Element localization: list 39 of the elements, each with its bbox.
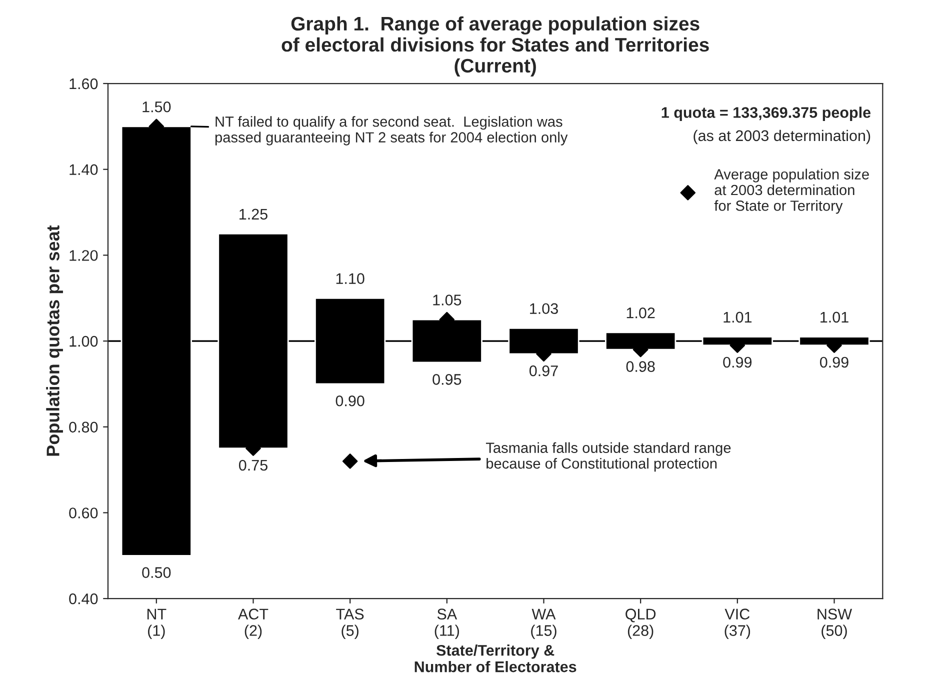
x-tick-label: SA (11) — [434, 608, 459, 639]
annotation: (as at 2003 determination) — [694, 130, 870, 144]
y-tick-label: 1.00 — [70, 336, 98, 347]
x-tick-label: NSW (50) — [818, 608, 852, 639]
y-tick-label: 1.40 — [70, 164, 98, 176]
y-axis-title: Population quotas per seat — [46, 225, 63, 456]
annotation: 0.75 — [238, 460, 268, 471]
x-tick-label: NT (1) — [147, 608, 166, 639]
chart-title: Graph 1. Range of average population sizes of electoral divisions for States and Territories (Current) — [282, 16, 709, 76]
annotation: 0.90 — [336, 395, 364, 406]
x-tick-label: VIC (37) — [724, 608, 750, 639]
annotation: 1.02 — [626, 308, 655, 318]
annotation: Tasmania falls outside standard range because of Constitutional protection — [486, 442, 731, 472]
y-tick-label: 0.40 — [69, 593, 98, 604]
annotation: 1.25 — [240, 208, 268, 220]
annotation: NT failed to qualify a for second seat. Legislation was passed guaranteeing NT 2 seats for 2004 election only — [215, 116, 568, 146]
annotation: 1.05 — [433, 294, 462, 306]
annotation: 1.01 — [724, 312, 752, 323]
x-tick-label: QLD (28) — [626, 608, 656, 639]
y-tick-label: 0.80 — [69, 422, 98, 433]
annotation: 0.99 — [820, 356, 848, 368]
annotation: 0.95 — [432, 374, 462, 385]
annotation: 1.50 — [142, 101, 171, 112]
annotation: 0.98 — [626, 361, 655, 372]
y-tick-label: 1.60 — [70, 78, 98, 90]
x-axis-title: State/Territory & Number of Electorates — [414, 644, 576, 672]
y-tick-label: 0.60 — [69, 508, 98, 518]
x-tick-label: TAS (5) — [336, 608, 364, 639]
annotation: 1.01 — [820, 312, 848, 323]
annotation: 1.10 — [336, 273, 364, 284]
annotation: 0.97 — [529, 365, 558, 376]
annotation: 1 quota = 133,369.375 people — [662, 106, 871, 121]
x-tick-label: WA (15) — [531, 608, 556, 639]
annotation: 0.99 — [723, 356, 752, 368]
annotation: 0.50 — [142, 567, 171, 578]
annotation: 1.03 — [530, 303, 558, 314]
legend-label: Average population size at 2003 determination for State or Territory — [714, 168, 869, 214]
y-tick-label: 1.20 — [70, 250, 98, 261]
x-tick-label: ACT (2) — [238, 608, 268, 639]
